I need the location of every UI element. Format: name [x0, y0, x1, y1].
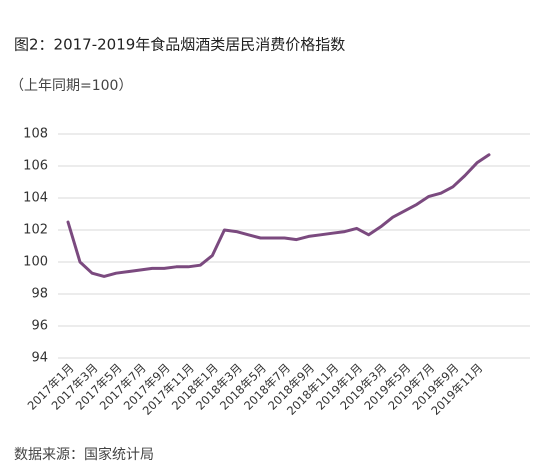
source-note: 数据来源：国家统计局 — [14, 446, 154, 463]
chart-title: 图2：2017-2019年食品烟酒类居民消费价格指数 — [14, 36, 345, 54]
y-tick-label: 102 — [23, 223, 48, 238]
chart-subtitle: （上年同期=100） — [10, 78, 132, 94]
y-tick-label: 98 — [31, 287, 48, 302]
y-tick-label: 108 — [23, 127, 48, 142]
y-tick-label: 106 — [23, 159, 48, 174]
y-tick-label: 100 — [23, 255, 48, 270]
y-tick-label: 104 — [23, 191, 48, 206]
data-line — [66, 153, 491, 278]
y-tick-label: 94 — [31, 351, 48, 366]
y-tick-label: 96 — [31, 319, 48, 334]
